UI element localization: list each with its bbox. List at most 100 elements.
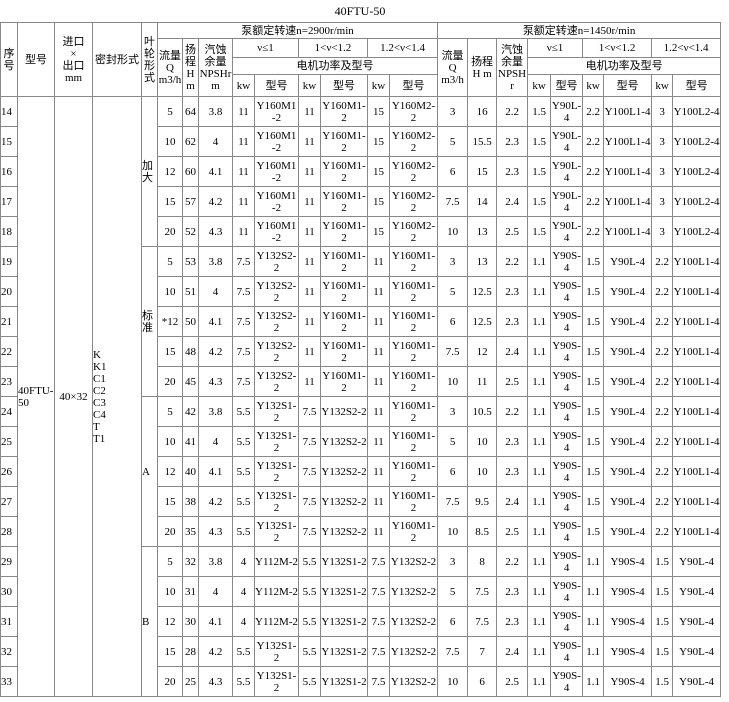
data-cell: 11	[298, 306, 321, 337]
data-cell: 1.5	[582, 276, 605, 307]
motor-header: 电机功率及型号	[231, 57, 439, 75]
data-cell: 12.5	[467, 306, 498, 337]
data-cell: 11	[367, 336, 390, 367]
data-cell: 14	[467, 186, 498, 217]
data-cell: Y132S2-2	[320, 486, 368, 517]
data-cell: Y160M1-2	[254, 96, 299, 127]
data-cell: 2.2	[651, 486, 674, 517]
data-cell: 11	[367, 456, 390, 487]
data-cell: 4.1	[198, 606, 233, 637]
type-header: 型号	[254, 74, 299, 97]
table-row: 31 12 30 4.1 4 Y112M-2 5.5 Y132S1-2 7.5 Y132S2-2 6…	[0, 606, 722, 637]
data-cell: 1.5	[527, 156, 552, 187]
seal-type: T	[93, 420, 100, 433]
header-cell: 密封形式	[92, 22, 142, 97]
data-cell: Y112M-2	[254, 576, 299, 607]
data-cell: Y90L-4	[603, 516, 653, 547]
row-number: 33	[0, 666, 18, 697]
data-cell: 64	[182, 96, 199, 127]
data-cell: Y90L-4	[550, 96, 584, 127]
data-cell: 2.5	[496, 366, 529, 397]
data-cell: 1.1	[527, 516, 552, 547]
impeller-cell: A	[141, 396, 158, 547]
data-cell: 3	[651, 96, 674, 127]
data-cell: 1.1	[582, 636, 605, 667]
data-cell: Y90L-4	[672, 576, 722, 607]
data-cell: 11	[367, 396, 390, 427]
data-cell: Y90S-4	[550, 456, 584, 487]
range-header: ν≤1	[527, 38, 584, 58]
data-cell: 6	[467, 666, 498, 697]
row-number: 22	[0, 336, 18, 367]
data-cell: Y160M2-2	[388, 126, 439, 157]
data-cell: Y100L2-4	[672, 186, 722, 217]
data-cell: 1.5	[651, 636, 674, 667]
data-cell: Y160M2-2	[388, 156, 439, 187]
data-cell: Y100L1-4	[672, 516, 722, 547]
data-cell: Y100L1-4	[672, 306, 722, 337]
data-cell: 5.5	[298, 576, 321, 607]
data-cell: Y132S2-2	[388, 606, 439, 637]
data-cell: 11	[298, 336, 321, 367]
data-cell: 8.5	[467, 516, 498, 547]
data-cell: 1.1	[527, 246, 552, 277]
data-cell: 2.3	[496, 306, 529, 337]
data-cell: Y132S2-2	[388, 576, 439, 607]
data-cell: 1.5	[527, 216, 552, 247]
data-cell: 10	[467, 456, 498, 487]
data-cell: Y132S1-2	[320, 666, 368, 697]
data-cell: 2.2	[651, 426, 674, 457]
data-cell: 1.1	[527, 546, 552, 577]
range-header: 1.2<ν<1.4	[366, 38, 439, 58]
row-number: 27	[0, 486, 18, 517]
data-cell: 11	[367, 276, 390, 307]
data-cell: 2.5	[496, 516, 529, 547]
data-cell: 15	[157, 636, 183, 667]
data-cell: Y160M1-2	[254, 126, 299, 157]
data-cell: Y100L1-4	[672, 336, 722, 367]
data-cell: 3.8	[198, 96, 233, 127]
data-cell: Y90L-4	[672, 666, 722, 697]
data-cell: 15	[157, 186, 183, 217]
data-cell: Y90S-4	[550, 516, 584, 547]
data-cell: 1.1	[582, 546, 605, 577]
type-header: 型号	[672, 74, 722, 97]
data-cell: Y160M1-2	[388, 456, 439, 487]
data-cell: Y90S-4	[550, 576, 584, 607]
data-cell: 7.5	[298, 456, 321, 487]
data-cell: Y90S-4	[550, 246, 584, 277]
data-cell: 1.5	[527, 186, 552, 217]
data-cell: Y100L1-4	[672, 366, 722, 397]
data-cell: Y90L-4	[672, 546, 722, 577]
data-cell: Y100L1-4	[603, 126, 653, 157]
data-cell: 11	[232, 96, 255, 127]
data-cell: Y90L-4	[550, 186, 584, 217]
data-cell: 7.5	[298, 426, 321, 457]
data-cell: 4	[198, 576, 233, 607]
data-cell: Y132S2-2	[320, 426, 368, 457]
data-cell: 32	[182, 546, 199, 577]
data-cell: 1.1	[527, 636, 552, 667]
data-cell: Y132S1-2	[254, 396, 299, 427]
data-cell: 2.4	[496, 486, 529, 517]
data-cell: 38	[182, 486, 199, 517]
data-cell: Y160M1-2	[388, 486, 439, 517]
data-cell: 2.3	[496, 276, 529, 307]
header-cell: 汽蚀 余量 NPSHr	[496, 38, 529, 97]
header-cell: 扬程 H m	[182, 38, 199, 97]
data-cell: Y90S-4	[550, 366, 584, 397]
data-cell: Y160M1-2	[388, 366, 439, 397]
model-cell: 40FTU-50	[17, 96, 55, 697]
data-cell: 62	[182, 126, 199, 157]
row-number: 30	[0, 576, 18, 607]
pump-table: 序号 型号 进口 × 出口 mm 密封形式 叶轮形式 泵额定转速n=2900r/min 泵额…	[0, 22, 722, 697]
data-cell: Y90S-4	[603, 606, 653, 637]
speed-header: 泵额定转速n=2900r/min	[156, 22, 439, 39]
data-cell: Y132S2-2	[320, 396, 368, 427]
data-cell: 11	[298, 246, 321, 277]
seal-type: T1	[93, 432, 106, 445]
data-cell: 1.1	[527, 336, 552, 367]
data-cell: 30	[182, 606, 199, 637]
data-cell: 6	[437, 606, 469, 637]
data-cell: Y90S-4	[550, 336, 584, 367]
